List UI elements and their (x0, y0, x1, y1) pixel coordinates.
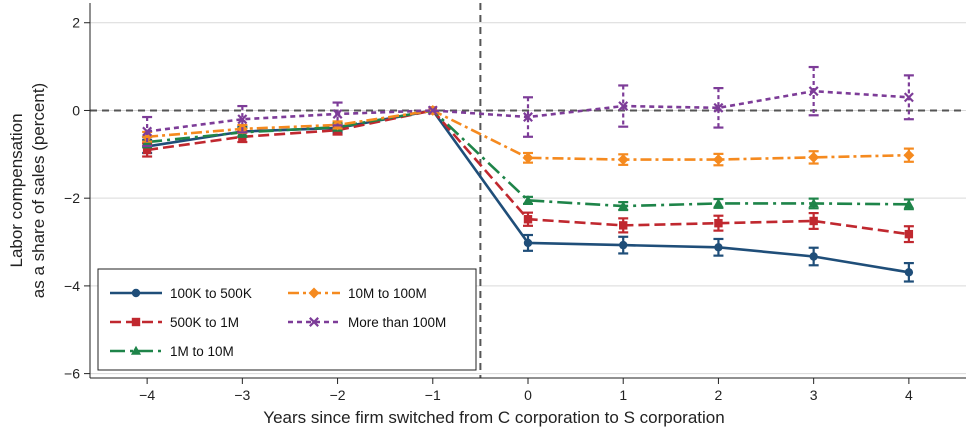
legend-box (97, 268, 477, 371)
data-point (904, 229, 914, 239)
legend-item: 100K to 500K (110, 286, 252, 301)
y-tick-label: −6 (64, 366, 80, 382)
legend: 100K to 500K 10M to 100M 500K to 1M More th… (97, 268, 477, 371)
legend-marker (309, 317, 319, 327)
x-axis-title: Years since firm switched from C corpora… (263, 408, 724, 427)
data-point (523, 238, 533, 248)
data-point (523, 215, 533, 224)
legend-marker (131, 288, 141, 298)
data-point (142, 126, 153, 137)
data-point (618, 200, 629, 210)
x-tick-label: −3 (234, 387, 250, 403)
series-line (147, 109, 909, 161)
data-point (618, 101, 629, 112)
x-tick-label: 3 (810, 387, 818, 403)
x-tick-label: 2 (715, 387, 723, 403)
data-point (808, 198, 819, 208)
series-layer (141, 65, 915, 283)
data-point (619, 240, 628, 250)
y-tick-label: −2 (64, 190, 80, 206)
legend-item: More than 100M (288, 315, 446, 330)
data-point (713, 102, 724, 113)
data-point (619, 221, 628, 230)
series-line (146, 109, 909, 208)
legend-label: More than 100M (348, 315, 446, 330)
legend-label: 100K to 500K (170, 286, 252, 301)
series-more-than-100m (142, 65, 914, 148)
data-point (714, 218, 723, 228)
data-point (713, 198, 724, 208)
legend-item: 500K to 1M (110, 315, 239, 330)
x-tick-label: −1 (425, 387, 441, 403)
data-point (522, 152, 534, 164)
data-point (714, 243, 723, 252)
data-point (142, 145, 152, 155)
data-point (809, 252, 818, 261)
data-point (617, 154, 629, 166)
legend-label: 500K to 1M (170, 315, 239, 330)
x-tick-label: 0 (524, 387, 532, 403)
x-tick-label: 1 (619, 387, 627, 403)
data-point (904, 268, 914, 277)
y-tick-label: 2 (72, 15, 80, 31)
data-point (808, 86, 819, 97)
reference-lines (90, 3, 966, 378)
legend-label: 10M to 100M (348, 286, 427, 301)
legend-item: 1M to 10M (110, 344, 234, 359)
data-point (523, 112, 533, 123)
x-tick-label: −2 (330, 387, 346, 403)
y-axis-title: as a share of sales (percent) (29, 83, 48, 298)
data-point (427, 105, 438, 116)
data-point (332, 108, 343, 119)
legend-marker (131, 317, 141, 327)
legend-marker (130, 345, 142, 355)
legend-marker (308, 287, 320, 299)
data-point (903, 92, 914, 103)
data-point (809, 216, 818, 226)
y-tick-label: 0 (72, 102, 80, 118)
data-point (237, 114, 248, 125)
data-point (712, 154, 724, 166)
data-point (522, 195, 534, 205)
y-tick-label: −4 (64, 278, 80, 294)
axes: −6 −4 −2 0 2 −4 −3 −2 −1 0 1 2 3 4 Years since firm sw… (7, 3, 966, 427)
data-point (903, 199, 914, 209)
data-point (808, 151, 820, 163)
legend-item: 10M to 100M (288, 286, 427, 301)
legend-label: 1M to 10M (170, 344, 234, 359)
data-point (903, 149, 915, 161)
y-axis-title: Labor compensation (7, 113, 26, 267)
x-tick-label: −4 (139, 387, 155, 403)
x-tick-label: 4 (905, 387, 913, 403)
